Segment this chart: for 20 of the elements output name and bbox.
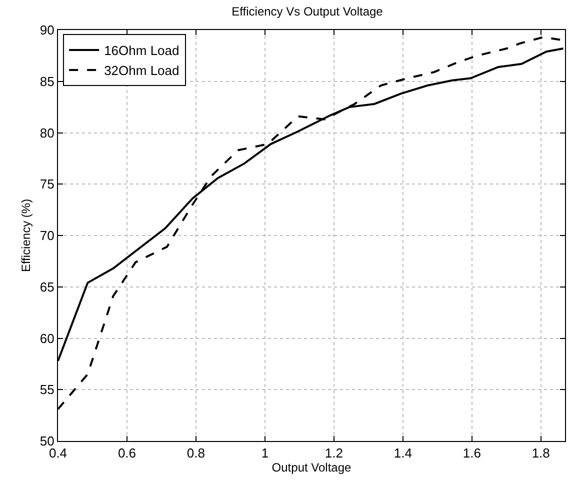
y-tick-label: 75: [40, 176, 54, 192]
x-tick-label: 0.6: [118, 446, 136, 461]
legend-label: 32Ohm Load: [104, 63, 180, 78]
y-axis-title: Efficiency (%): [19, 198, 34, 272]
x-tick-label: 1.8: [532, 446, 550, 461]
x-tick-label: 1.4: [394, 446, 412, 461]
x-tick-label: 1.6: [462, 446, 481, 461]
y-tick-label: 55: [40, 382, 54, 398]
y-tick-label: 65: [40, 279, 54, 294]
x-axis-title: Output Voltage: [272, 460, 352, 475]
y-tick-label: 90: [40, 22, 54, 38]
x-tick-label: 0.8: [186, 446, 205, 461]
x-tick-label: 1.2: [324, 446, 343, 461]
x-tick-label: 1: [261, 446, 269, 461]
y-tick-label: 80: [40, 125, 54, 140]
legend-label: 16Ohm Load: [104, 43, 180, 58]
y-tick-label: 85: [40, 74, 54, 89]
y-tick-label: 60: [40, 330, 54, 346]
y-tick-label: 70: [40, 228, 54, 244]
chart-title: Efficiency Vs Output Voltage: [232, 4, 384, 19]
